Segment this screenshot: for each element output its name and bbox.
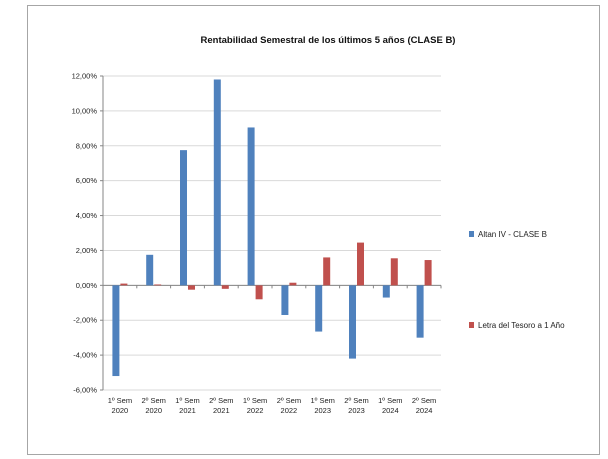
- y-tick-label: -2,00%: [73, 316, 97, 325]
- axes: 12,00% 10,00% 8,00% 6,00% 4,00% 2,00% 0,00% -2,…: [72, 72, 442, 415]
- x-tick-label: 1º Sem: [243, 396, 267, 405]
- bar-letra-2: [154, 284, 162, 286]
- bar-letra-1: [120, 283, 128, 286]
- y-tick-label: 10,00%: [72, 106, 98, 115]
- chart-title: Rentabilidad Semestral de los últimos 5 …: [201, 35, 456, 46]
- gridlines: [103, 75, 441, 391]
- x-tick-label: 2º Sem: [209, 396, 233, 405]
- x-tick-label: 1º Sem: [378, 396, 402, 405]
- bar-altan-4: [213, 79, 221, 286]
- y-tick-label: 12,00%: [72, 72, 98, 81]
- x-tick-label: 2º Sem: [344, 396, 368, 405]
- x-tick-label: 1º Sem: [108, 396, 132, 405]
- bar-altan-9: [382, 285, 390, 298]
- bar-altan-5: [247, 127, 255, 286]
- x-tick-label-year: 2020: [145, 406, 162, 415]
- x-tick-label: 1º Sem: [175, 396, 199, 405]
- y-tick-label: 0,00%: [76, 281, 98, 290]
- y-tick-label: -4,00%: [73, 351, 97, 360]
- legend-label: Letra del Tesoro a 1 Año: [478, 321, 565, 330]
- chart-frame: Rentabilidad Semestral de los últimos 5 …: [27, 5, 600, 455]
- x-tick-label-year: 2022: [247, 406, 264, 415]
- x-tick-label-year: 2023: [314, 406, 331, 415]
- bar-letra-7: [323, 257, 331, 286]
- bar-letra-8: [357, 242, 364, 286]
- y-tick-label: 2,00%: [76, 246, 98, 255]
- bar-letra-9: [390, 258, 398, 286]
- bar-letra-10: [424, 260, 432, 286]
- bar-altan-1: [112, 285, 120, 377]
- x-tick-label-year: 2024: [416, 406, 433, 415]
- y-tick-label: 6,00%: [76, 176, 98, 185]
- x-tick-label: 2º Sem: [141, 396, 165, 405]
- legend-swatch: [469, 322, 474, 328]
- y-tick-label: 8,00%: [76, 141, 98, 150]
- x-tick-label-year: 2021: [179, 406, 196, 415]
- x-tick-label-year: 2020: [112, 406, 129, 415]
- x-tick-label: 1º Sem: [310, 396, 334, 405]
- legend-label: Altan IV - CLASE B: [478, 230, 547, 239]
- bars: [112, 79, 432, 377]
- bar-altan-3: [180, 150, 187, 286]
- bar-altan-10: [416, 285, 424, 338]
- x-tick-label: 2º Sem: [412, 396, 436, 405]
- chart-svg: Rentabilidad Semestral de los últimos 5 …: [72, 35, 566, 415]
- y-tick-label: -6,00%: [73, 386, 97, 395]
- bar-altan-6: [281, 285, 289, 315]
- x-tick-label-year: 2021: [213, 406, 230, 415]
- bar-letra-4: [221, 285, 229, 289]
- legend-swatch: [469, 231, 474, 237]
- legend: Altan IV - CLASE B Letra del Tesoro a 1 A…: [469, 230, 565, 330]
- bar-altan-2: [146, 254, 154, 286]
- x-tick-label-year: 2024: [382, 406, 399, 415]
- bar-letra-6: [289, 282, 297, 286]
- y-tick-label: 4,00%: [76, 211, 98, 220]
- bar-letra-5: [255, 285, 263, 300]
- x-tick-label-year: 2023: [348, 406, 365, 415]
- x-tick-label: 2º Sem: [277, 396, 301, 405]
- bar-letra-3: [188, 285, 195, 290]
- bar-altan-8: [349, 285, 356, 359]
- bar-altan-7: [315, 285, 323, 332]
- x-tick-label-year: 2022: [281, 406, 298, 415]
